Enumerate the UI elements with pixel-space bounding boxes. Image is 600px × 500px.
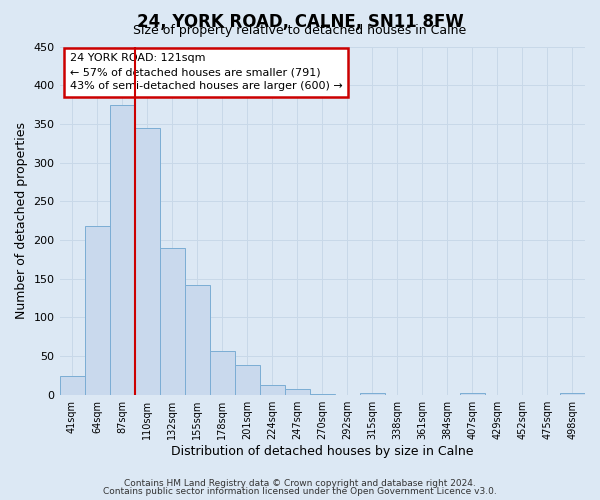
Bar xyxy=(110,104,134,395)
Text: Contains HM Land Registry data © Crown copyright and database right 2024.: Contains HM Land Registry data © Crown c… xyxy=(124,478,476,488)
X-axis label: Distribution of detached houses by size in Calne: Distribution of detached houses by size … xyxy=(171,444,473,458)
Bar xyxy=(160,248,185,394)
Bar xyxy=(460,393,485,394)
Bar xyxy=(185,285,209,395)
Y-axis label: Number of detached properties: Number of detached properties xyxy=(15,122,28,319)
Bar xyxy=(235,364,260,394)
Bar xyxy=(360,393,385,394)
Bar xyxy=(560,393,585,394)
Bar xyxy=(134,128,160,394)
Bar xyxy=(59,376,85,394)
Text: Size of property relative to detached houses in Calne: Size of property relative to detached ho… xyxy=(133,24,467,37)
Text: Contains public sector information licensed under the Open Government Licence v3: Contains public sector information licen… xyxy=(103,487,497,496)
Bar xyxy=(209,352,235,395)
Text: 24, YORK ROAD, CALNE, SN11 8FW: 24, YORK ROAD, CALNE, SN11 8FW xyxy=(137,12,463,30)
Bar xyxy=(285,390,310,394)
Bar xyxy=(85,226,110,394)
Bar xyxy=(260,384,285,394)
Text: 24 YORK ROAD: 121sqm
← 57% of detached houses are smaller (791)
43% of semi-deta: 24 YORK ROAD: 121sqm ← 57% of detached h… xyxy=(70,54,343,92)
